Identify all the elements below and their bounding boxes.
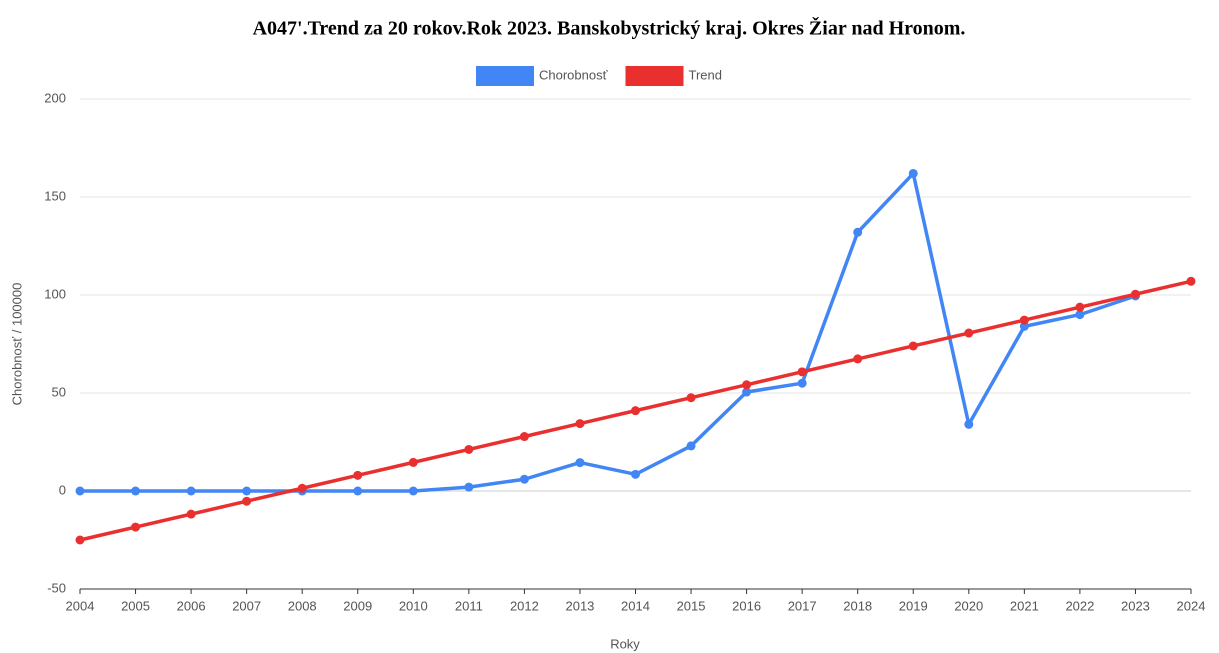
- data-point: [186, 509, 196, 519]
- x-tick-label: 2010: [399, 598, 428, 613]
- data-point: [964, 419, 974, 429]
- x-tick-label: 2012: [510, 598, 539, 613]
- x-tick-label: 2021: [1010, 598, 1039, 613]
- data-point: [75, 535, 85, 545]
- data-point: [631, 406, 640, 416]
- data-point: [797, 378, 807, 388]
- data-point: [353, 470, 363, 480]
- data-point: [742, 380, 752, 390]
- data-point: [242, 496, 252, 506]
- data-point: [797, 367, 807, 377]
- data-point: [908, 341, 918, 351]
- data-point: [1075, 310, 1085, 320]
- data-point: [519, 474, 529, 484]
- data-point: [131, 486, 141, 496]
- y-tick-label: 200: [44, 90, 66, 105]
- x-tick-label: 2022: [1065, 598, 1094, 613]
- x-tick-label: 2024: [1177, 598, 1206, 613]
- x-tick-label: 2023: [1121, 598, 1150, 613]
- data-point: [131, 522, 141, 532]
- y-tick-label: 50: [52, 384, 66, 399]
- data-point: [686, 441, 696, 451]
- x-tick-label: 2016: [732, 598, 761, 613]
- legend-label: Trend: [688, 67, 721, 82]
- data-point: [186, 486, 196, 496]
- x-tick-label: 2004: [66, 598, 95, 613]
- x-axis-label: Roky: [610, 636, 640, 651]
- data-point: [353, 486, 363, 496]
- x-tick-label: 2013: [565, 598, 594, 613]
- data-point: [464, 444, 474, 454]
- data-point: [742, 387, 752, 397]
- data-point: [519, 432, 529, 442]
- y-tick-label: -50: [47, 580, 66, 595]
- data-point: [1075, 302, 1085, 312]
- x-tick-label: 2014: [621, 598, 650, 613]
- data-point: [1019, 321, 1029, 331]
- data-point: [575, 458, 585, 468]
- data-point: [242, 486, 252, 496]
- x-tick-label: 2011: [455, 598, 483, 613]
- legend-label: Chorobnosť: [539, 67, 608, 82]
- data-point: [575, 419, 585, 429]
- data-point: [464, 482, 474, 492]
- data-point: [297, 483, 307, 493]
- data-point: [631, 469, 640, 479]
- data-point: [964, 328, 974, 338]
- chart-title: A047'.Trend za 20 rokov.Rok 2023. Bansko…: [253, 16, 966, 40]
- x-tick-label: 2006: [177, 598, 206, 613]
- data-point: [908, 168, 918, 178]
- data-point: [408, 486, 418, 496]
- data-point: [408, 457, 418, 467]
- data-point: [853, 227, 863, 237]
- x-tick-label: 2007: [232, 598, 261, 613]
- x-tick-label: 2008: [288, 598, 317, 613]
- y-tick-label: 100: [44, 286, 66, 301]
- data-point: [75, 486, 85, 496]
- x-tick-label: 2019: [899, 598, 928, 613]
- data-point: [1019, 315, 1029, 325]
- y-tick-label: 150: [44, 188, 66, 203]
- data-point: [1186, 276, 1196, 286]
- x-tick-label: 2005: [121, 598, 150, 613]
- data-point: [853, 354, 863, 364]
- data-point: [1130, 289, 1140, 299]
- x-tick-label: 2009: [343, 598, 372, 613]
- x-tick-label: 2020: [954, 598, 983, 613]
- y-axis-label: Chorobnosť / 100000: [9, 283, 24, 406]
- legend-swatch: [476, 66, 534, 86]
- legend-swatch: [625, 66, 684, 86]
- x-tick-label: 2015: [677, 598, 706, 613]
- x-tick-label: 2017: [788, 598, 817, 613]
- series-line: [80, 171, 1137, 493]
- y-tick-label: 0: [59, 482, 66, 497]
- x-tick-label: 2018: [843, 598, 872, 613]
- data-point: [686, 393, 696, 403]
